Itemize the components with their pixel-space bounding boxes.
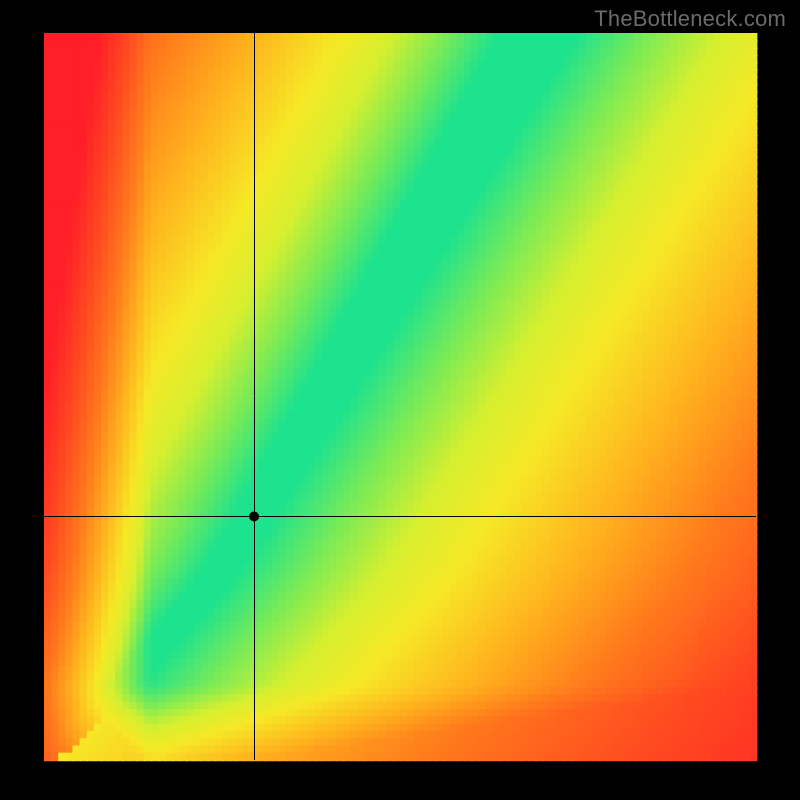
chart-container: { "watermark": { "text": "TheBottleneck.… <box>0 0 800 800</box>
crosshair-overlay <box>0 0 800 800</box>
watermark-text: TheBottleneck.com <box>594 6 786 32</box>
